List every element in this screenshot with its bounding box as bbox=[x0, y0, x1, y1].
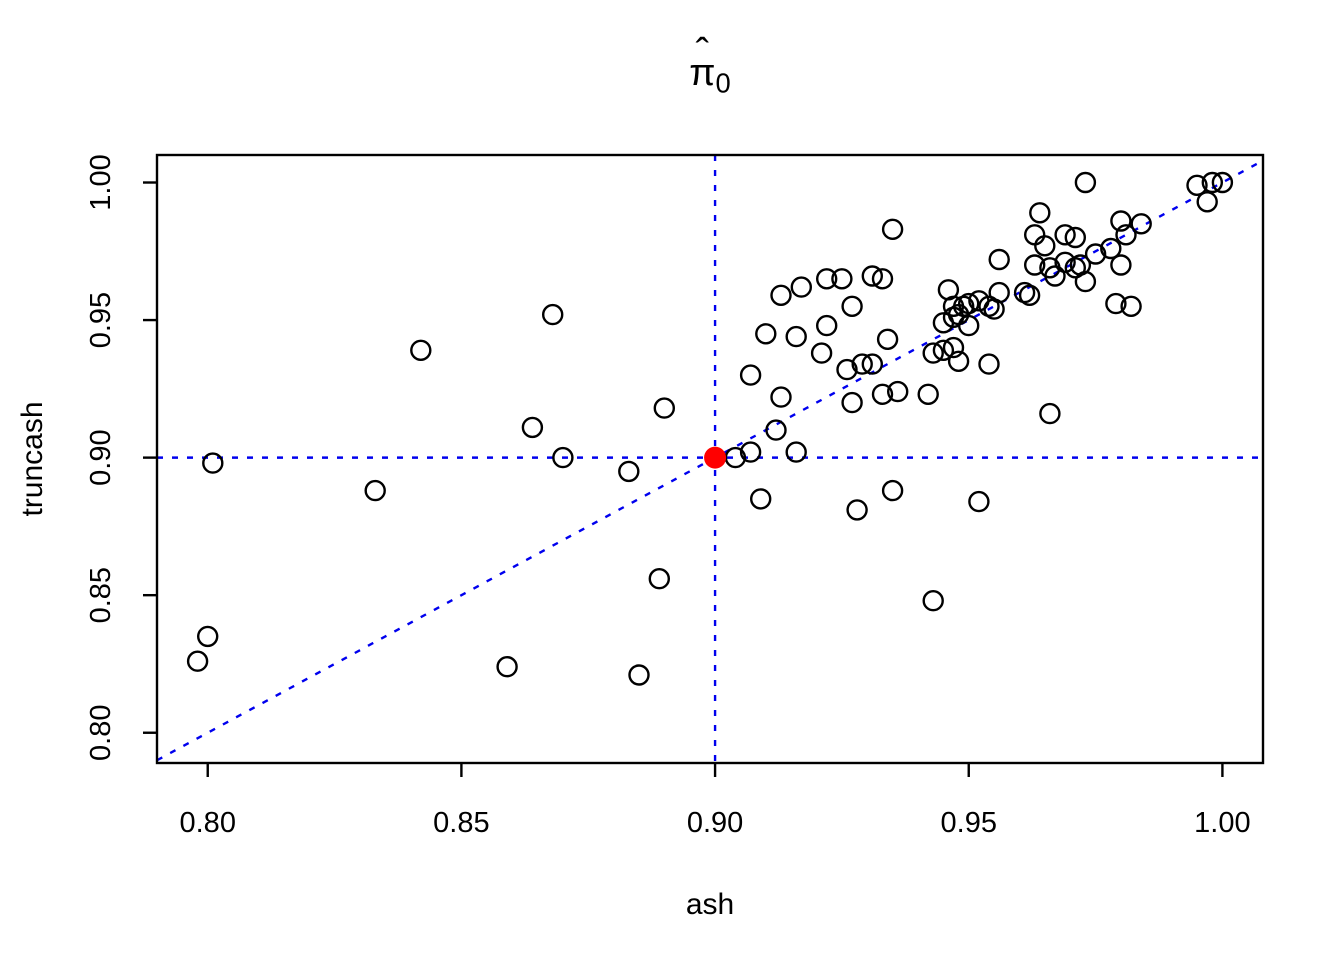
data-point bbox=[851, 353, 873, 375]
data-point bbox=[861, 353, 883, 375]
data-point bbox=[871, 268, 894, 290]
data-point bbox=[196, 625, 219, 648]
data-point bbox=[1054, 224, 1076, 246]
x-tick-label: 0.90 bbox=[687, 807, 743, 839]
data-point bbox=[968, 490, 990, 513]
data-point bbox=[1023, 224, 1046, 246]
data-point bbox=[755, 323, 777, 345]
data-point bbox=[790, 276, 812, 298]
data-point bbox=[988, 281, 1010, 304]
data-point bbox=[648, 568, 670, 590]
title-subscript: 0 bbox=[715, 67, 731, 99]
data-point bbox=[831, 268, 853, 290]
data-point bbox=[521, 416, 544, 439]
data-point bbox=[881, 218, 904, 241]
data-point bbox=[836, 358, 858, 381]
data-point bbox=[410, 339, 432, 361]
data-point bbox=[1110, 210, 1132, 232]
data-point bbox=[552, 446, 574, 469]
highlight-point bbox=[704, 446, 727, 469]
data-point bbox=[841, 391, 863, 414]
data-point bbox=[922, 590, 944, 612]
y-axis-label: truncash bbox=[16, 401, 49, 516]
data-point bbox=[861, 265, 883, 287]
data-point bbox=[364, 479, 386, 502]
x-axis-label: ash bbox=[686, 888, 734, 921]
y-tick-label: 0.95 bbox=[85, 292, 117, 348]
data-point bbox=[841, 295, 863, 317]
data-point bbox=[750, 488, 772, 510]
data-point bbox=[785, 441, 807, 463]
y-tick-label: 0.85 bbox=[85, 567, 117, 623]
data-point bbox=[1018, 284, 1041, 306]
data-point bbox=[1029, 202, 1051, 224]
pi-symbol: π bbox=[689, 52, 716, 94]
data-point bbox=[653, 397, 675, 419]
data-point bbox=[917, 383, 939, 405]
data-point bbox=[770, 386, 792, 408]
x-tick-label: 0.80 bbox=[180, 807, 236, 839]
y-tick-label: 0.80 bbox=[85, 705, 117, 761]
data-point bbox=[1023, 254, 1046, 276]
y-tick-label: 1.00 bbox=[85, 154, 117, 210]
data-point bbox=[1211, 171, 1234, 194]
data-point bbox=[1034, 235, 1056, 257]
data-point bbox=[958, 314, 980, 337]
data-point bbox=[810, 342, 833, 364]
data-point bbox=[1064, 226, 1087, 249]
data-point bbox=[887, 380, 909, 403]
data-point bbox=[1074, 270, 1097, 293]
y-tick-label: 0.90 bbox=[85, 429, 117, 485]
data-point bbox=[765, 419, 787, 441]
x-tick-label: 1.00 bbox=[1194, 807, 1250, 839]
data-point bbox=[947, 350, 970, 372]
data-point bbox=[876, 328, 899, 350]
data-point bbox=[542, 303, 564, 326]
data-point bbox=[922, 342, 944, 364]
plot-box bbox=[155, 153, 1265, 765]
data-point bbox=[846, 499, 868, 521]
data-point bbox=[1201, 171, 1224, 194]
data-point bbox=[739, 364, 762, 386]
data-point bbox=[186, 650, 209, 672]
data-point bbox=[770, 284, 792, 306]
data-point bbox=[739, 441, 762, 463]
data-point bbox=[1044, 265, 1066, 287]
data-point bbox=[785, 325, 807, 348]
data-point bbox=[1186, 174, 1208, 197]
data-point bbox=[202, 452, 224, 474]
data-point bbox=[978, 353, 1000, 375]
data-point bbox=[881, 479, 904, 502]
data-point bbox=[1084, 243, 1107, 265]
data-point bbox=[1120, 295, 1142, 317]
data-point bbox=[1130, 213, 1152, 235]
data-point bbox=[988, 248, 1010, 271]
data-point bbox=[1196, 191, 1218, 213]
data-point bbox=[1074, 171, 1097, 194]
data-point bbox=[618, 460, 640, 483]
data-point bbox=[871, 383, 894, 405]
chart-title: ˆ π0 bbox=[157, 33, 1263, 100]
data-point bbox=[628, 664, 650, 686]
data-point bbox=[1054, 251, 1076, 273]
data-point bbox=[1100, 237, 1122, 260]
data-point bbox=[1105, 292, 1127, 315]
data-point bbox=[1110, 254, 1132, 276]
data-point bbox=[932, 339, 955, 361]
data-point bbox=[496, 656, 518, 678]
x-tick-label: 0.95 bbox=[941, 807, 997, 839]
data-point bbox=[942, 336, 965, 359]
data-point bbox=[816, 314, 838, 337]
data-point bbox=[816, 268, 838, 290]
hat-accent: ˆ bbox=[695, 31, 710, 76]
x-tick-label: 0.85 bbox=[433, 807, 489, 839]
data-point bbox=[1115, 224, 1137, 246]
data-point bbox=[1039, 402, 1061, 425]
